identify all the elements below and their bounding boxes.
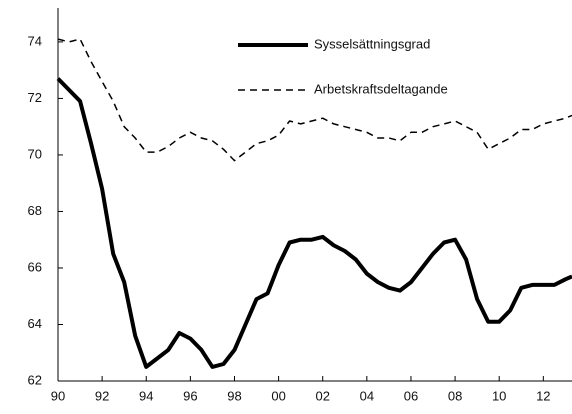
x-tick-label: 12 — [536, 388, 550, 403]
y-tick-label: 68 — [28, 203, 42, 218]
x-tick-label: 06 — [404, 388, 418, 403]
legend-label: Sysselsättningsgrad — [314, 36, 430, 51]
y-tick-label: 74 — [28, 33, 42, 48]
x-tick-label: 00 — [271, 388, 285, 403]
x-tick-label: 94 — [139, 388, 153, 403]
x-tick-label: 92 — [95, 388, 109, 403]
x-tick-label: 90 — [51, 388, 65, 403]
data-line — [56, 77, 572, 369]
x-tick-label: 02 — [315, 388, 329, 403]
legend-label: Arbetskraftsdeltagande — [314, 81, 448, 96]
x-tick-label: 04 — [360, 388, 374, 403]
y-tick-label: 70 — [28, 146, 42, 161]
y-tick-label: 66 — [28, 259, 42, 274]
y-tick-label: 62 — [28, 372, 42, 387]
x-tick-label: 96 — [183, 388, 197, 403]
y-tick-label: 64 — [28, 316, 42, 331]
data-line — [57, 38, 572, 162]
x-tick-label: 08 — [448, 388, 462, 403]
x-tick-label: 98 — [227, 388, 241, 403]
y-tick-label: 72 — [28, 90, 42, 105]
x-tick-label: 10 — [492, 388, 506, 403]
